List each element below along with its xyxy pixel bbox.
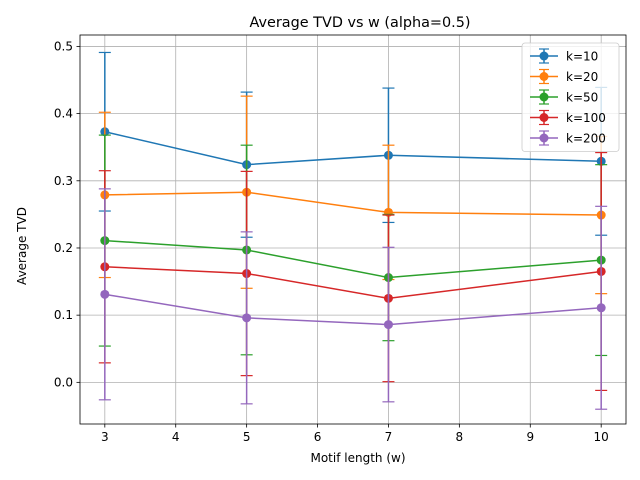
data-point xyxy=(242,313,252,323)
plot-frame xyxy=(79,34,627,425)
y-tick-label: 0.2 xyxy=(54,241,73,255)
legend-item: k=20 xyxy=(530,68,598,85)
x-tick-label: 3 xyxy=(101,430,109,444)
legend-item: k=200 xyxy=(530,130,606,146)
x-tick-label: 4 xyxy=(172,430,180,444)
legend-swatch-marker xyxy=(539,92,549,102)
x-tick-label: 5 xyxy=(243,430,251,444)
legend-label: k=20 xyxy=(566,70,598,84)
series-line xyxy=(104,239,602,279)
ticks-layer: 3 4 5 6 7 8 9 10 0.0 0.1 0.2 0.3 0.4 0.5 xyxy=(54,39,609,444)
legend-swatch-marker xyxy=(539,51,549,61)
y-axis-label: Average TVD xyxy=(15,207,29,285)
series-k-100 xyxy=(98,151,608,392)
legend: k=10 k=20 k=50 k=100 k=200 xyxy=(521,42,620,152)
x-tick-label: 9 xyxy=(526,430,534,444)
data-point xyxy=(383,320,393,330)
x-tick-label: 6 xyxy=(314,430,322,444)
data-point xyxy=(596,303,606,313)
x-tick-label: 10 xyxy=(594,430,609,444)
legend-swatch-marker xyxy=(539,113,549,122)
series-k-200 xyxy=(98,188,608,410)
data-point xyxy=(100,289,110,299)
series-layer xyxy=(98,51,608,410)
series-line xyxy=(104,191,602,216)
legend-swatch-marker xyxy=(539,133,549,143)
legend-label: k=200 xyxy=(566,132,606,146)
series-line xyxy=(104,131,602,166)
series-line xyxy=(104,293,602,326)
legend-swatch-marker xyxy=(539,72,549,81)
series-line xyxy=(104,266,602,300)
x-tick-label: 7 xyxy=(385,430,393,444)
legend-label: k=100 xyxy=(566,111,606,125)
legend-item: k=10 xyxy=(530,48,598,64)
y-tick-label: 0.5 xyxy=(54,39,73,53)
y-tick-label: 0.4 xyxy=(54,107,73,121)
x-tick-label: 8 xyxy=(456,430,464,444)
legend-label: k=10 xyxy=(566,50,598,64)
legend-item: k=50 xyxy=(530,89,598,105)
chart-title: Average TVD vs w (alpha=0.5) xyxy=(250,15,471,31)
y-tick-label: 0.3 xyxy=(54,174,73,188)
y-tick-label: 0.0 xyxy=(54,375,73,389)
legend-item: k=100 xyxy=(530,109,606,126)
y-tick-label: 0.1 xyxy=(54,308,73,322)
legend-label: k=50 xyxy=(566,91,598,105)
x-axis-label: Motif length (w) xyxy=(310,451,405,465)
